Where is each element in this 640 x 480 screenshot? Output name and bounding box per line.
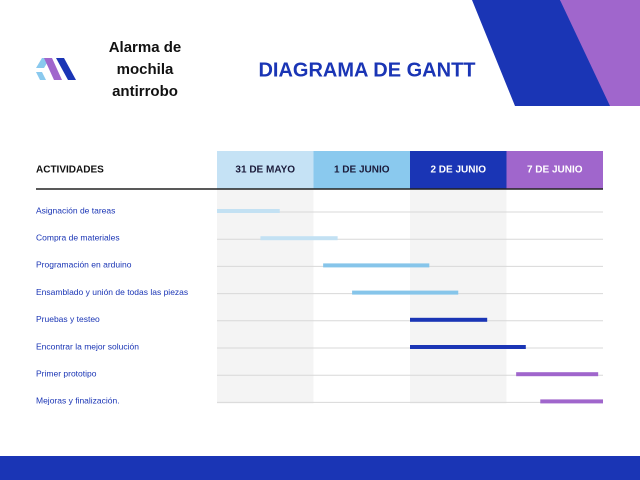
task-label: Pruebas y testeo <box>36 314 100 324</box>
task-bar <box>260 236 338 241</box>
chart-title: DIAGRAMA DE GANTT <box>258 59 475 81</box>
column-header <box>313 151 410 189</box>
task-bar <box>217 209 280 213</box>
column-shade <box>217 189 314 404</box>
row-header: ACTIVIDADES <box>36 165 104 176</box>
task-label: Encontrar la mejor solución <box>36 341 139 351</box>
footer-bar <box>0 456 640 480</box>
task-bar <box>540 399 603 404</box>
task-bar <box>323 263 430 268</box>
decor-shape <box>560 0 640 106</box>
logo <box>36 58 76 80</box>
task-bar <box>352 290 459 295</box>
column-label: 1 DE JUNIO <box>334 165 390 176</box>
task-label: Ensamblado y unión de todas las piezas <box>36 287 188 297</box>
column-label: 2 DE JUNIO <box>430 165 486 176</box>
task-label: Compra de materiales <box>36 232 120 242</box>
column-header <box>506 151 603 189</box>
task-bar <box>410 345 526 349</box>
brand: Alarma de mochila antirrobo <box>108 39 182 100</box>
column-header <box>217 151 314 189</box>
task-label: Primer prototipo <box>36 368 97 378</box>
task-bar <box>410 317 488 322</box>
column-label: 7 DE JUNIO <box>527 165 583 176</box>
task-bar <box>516 372 599 377</box>
column-header <box>410 151 507 189</box>
task-label: Programación en arduino <box>36 260 132 270</box>
task-label: Asignación de tareas <box>36 205 115 215</box>
task-label: Mejoras y finalización. <box>36 396 120 406</box>
column-shade <box>410 189 507 404</box>
column-label: 31 DE MAYO <box>235 165 295 176</box>
